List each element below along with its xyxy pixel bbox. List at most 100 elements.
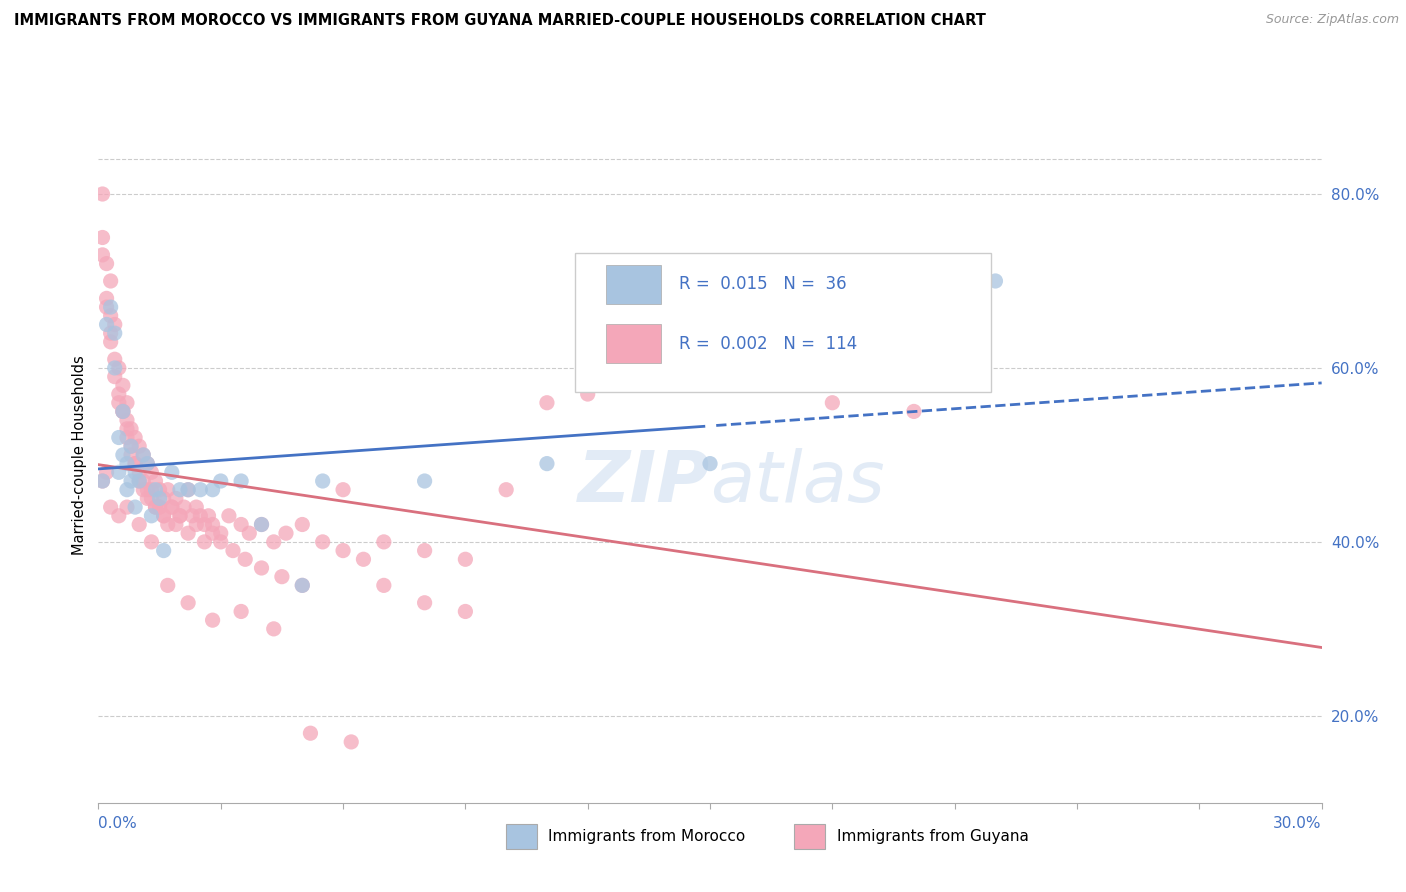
Text: 30.0%: 30.0%: [1274, 816, 1322, 831]
Point: [120, 474, 142, 488]
Point: [115, 457, 138, 471]
Point: [291, 578, 314, 592]
Point: [352, 552, 374, 566]
Point: [197, 508, 219, 523]
Point: [495, 483, 517, 497]
Point: [209, 474, 232, 488]
Point: [188, 508, 212, 523]
Point: [263, 622, 285, 636]
Point: [250, 517, 273, 532]
Point: [115, 395, 138, 409]
Point: [173, 500, 195, 514]
Point: [108, 387, 131, 401]
Point: [152, 491, 174, 506]
Point: [91, 248, 114, 262]
Point: [312, 534, 335, 549]
Point: [231, 605, 253, 619]
Point: [177, 483, 200, 497]
Point: [373, 578, 395, 592]
Point: [96, 291, 118, 305]
Point: [111, 404, 134, 418]
Point: [332, 483, 354, 497]
Point: [100, 326, 122, 340]
Point: [141, 466, 163, 480]
Point: [111, 448, 134, 462]
Point: [108, 395, 131, 409]
Point: [145, 500, 167, 514]
Point: [152, 543, 174, 558]
Point: [201, 483, 224, 497]
Point: [128, 439, 150, 453]
Point: [96, 466, 118, 480]
Point: [149, 500, 172, 514]
Point: [96, 257, 118, 271]
Point: [231, 517, 253, 532]
Point: [263, 534, 285, 549]
Point: [186, 517, 208, 532]
Point: [120, 439, 142, 453]
Point: [413, 474, 436, 488]
Point: [201, 613, 224, 627]
Point: [238, 526, 260, 541]
Point: [250, 561, 273, 575]
Point: [984, 274, 1007, 288]
Text: atlas: atlas: [710, 449, 884, 517]
Point: [186, 500, 208, 514]
Point: [201, 526, 224, 541]
Point: [340, 735, 363, 749]
Point: [100, 309, 122, 323]
Point: [454, 552, 477, 566]
Point: [152, 508, 174, 523]
Point: [120, 422, 142, 436]
FancyBboxPatch shape: [606, 325, 661, 363]
Text: Immigrants from Morocco: Immigrants from Morocco: [548, 830, 745, 844]
Point: [91, 186, 114, 201]
Point: [903, 404, 925, 418]
Point: [100, 500, 122, 514]
Point: [233, 552, 256, 566]
Point: [156, 517, 179, 532]
Point: [141, 508, 163, 523]
Point: [132, 448, 155, 462]
Point: [104, 369, 127, 384]
Point: [141, 534, 163, 549]
Point: [111, 404, 134, 418]
Point: [145, 483, 167, 497]
Point: [115, 413, 138, 427]
Point: [699, 360, 721, 375]
Point: [115, 430, 138, 444]
Point: [115, 483, 138, 497]
Point: [373, 534, 395, 549]
Point: [104, 360, 127, 375]
Point: [149, 483, 172, 497]
Point: [218, 508, 240, 523]
Point: [111, 404, 134, 418]
Point: [91, 474, 114, 488]
Point: [165, 517, 187, 532]
Point: [699, 457, 721, 471]
Point: [108, 360, 131, 375]
Point: [96, 300, 118, 314]
Point: [193, 517, 215, 532]
Point: [91, 230, 114, 244]
Point: [136, 491, 159, 506]
Point: [270, 570, 294, 584]
Text: Source: ZipAtlas.com: Source: ZipAtlas.com: [1265, 13, 1399, 27]
Point: [108, 508, 131, 523]
Point: [332, 543, 354, 558]
Point: [156, 483, 179, 497]
Point: [250, 517, 273, 532]
Text: 0.0%: 0.0%: [98, 816, 138, 831]
Point: [193, 534, 215, 549]
Point: [132, 474, 155, 488]
Point: [160, 466, 183, 480]
Point: [536, 395, 558, 409]
Point: [169, 508, 191, 523]
Point: [169, 483, 191, 497]
Point: [128, 474, 150, 488]
Point: [108, 430, 131, 444]
Point: [149, 500, 172, 514]
Point: [152, 508, 174, 523]
Point: [141, 491, 163, 506]
Point: [111, 378, 134, 392]
